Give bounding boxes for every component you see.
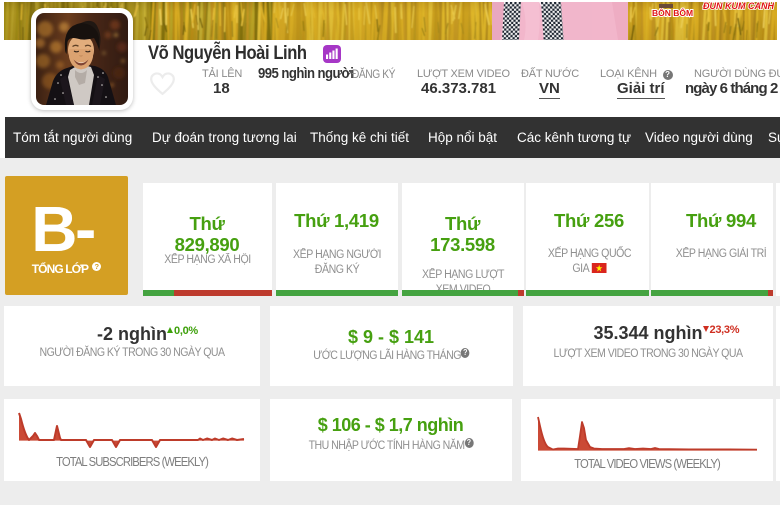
svg-text:ĐÙN KUM CANH: ĐÙN KUM CANH <box>703 2 774 11</box>
svg-text:BÔN BÔM: BÔN BÔM <box>652 7 693 18</box>
